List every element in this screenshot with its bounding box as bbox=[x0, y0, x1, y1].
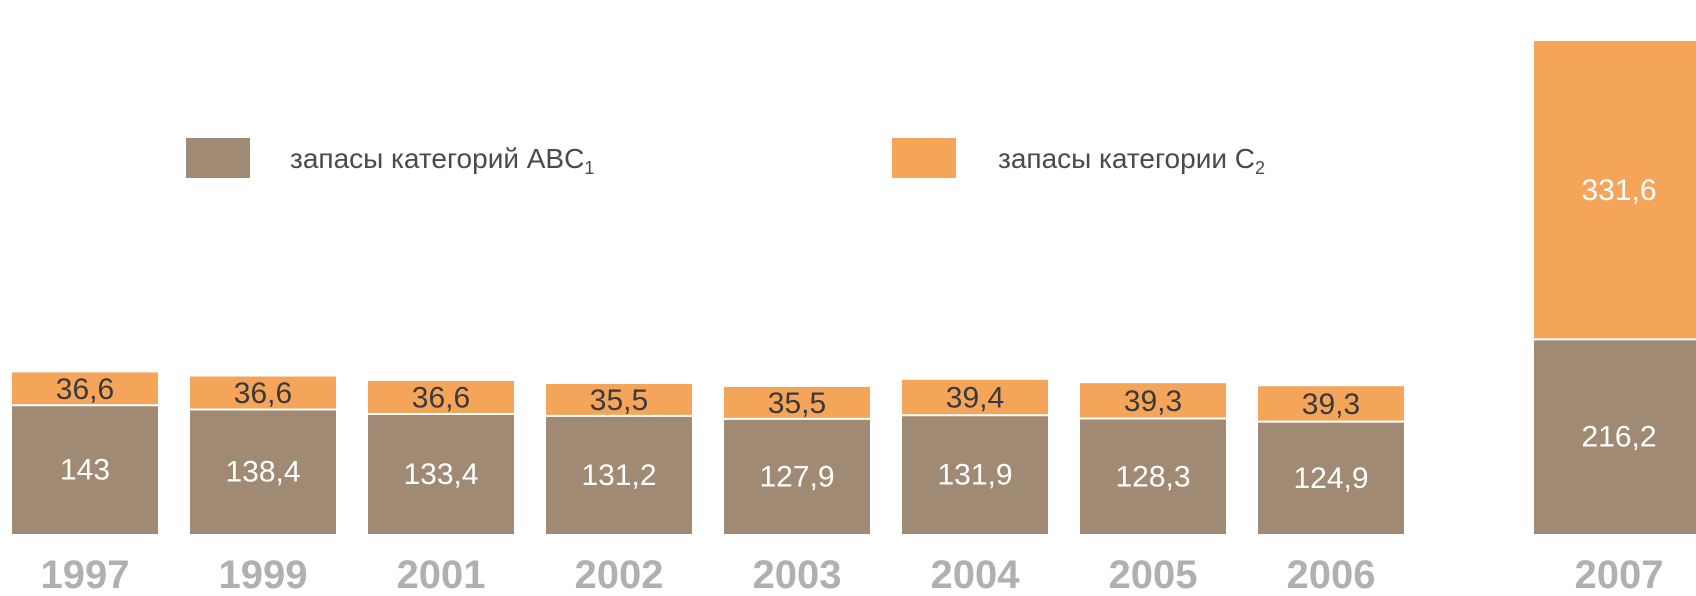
legend-swatch-abc1 bbox=[186, 138, 250, 178]
bar-segment-abc1 bbox=[1258, 421, 1404, 534]
data-label-abc1: 133,4 bbox=[403, 458, 478, 491]
legend-label-c2: запасы категории С2 bbox=[998, 143, 1265, 178]
bar-segment-c2 bbox=[1258, 386, 1404, 422]
data-label-c2: 39,3 bbox=[1124, 385, 1182, 418]
bar-segment-c2 bbox=[190, 376, 336, 410]
legend-item-abc1: запасы категорий ABC1 bbox=[186, 138, 594, 178]
legend-label-abc1: запасы категорий ABC1 bbox=[290, 143, 594, 178]
bar-segment-abc1 bbox=[902, 415, 1048, 534]
data-label-abc1: 138,4 bbox=[225, 456, 300, 489]
data-label-c2: 35,5 bbox=[590, 384, 648, 417]
bar-segment-abc1 bbox=[12, 405, 158, 534]
bar-segment-c2 bbox=[902, 379, 1048, 416]
bar-segment-abc1 bbox=[190, 409, 336, 534]
bar-segment-c2 bbox=[546, 383, 692, 416]
data-label-c2: 331,6 bbox=[1581, 174, 1656, 207]
data-label-c2: 36,6 bbox=[56, 373, 114, 406]
x-tick-label: 2006 bbox=[1287, 553, 1376, 596]
data-label-abc1: 127,9 bbox=[759, 460, 834, 493]
x-tick-label: 2004 bbox=[931, 553, 1021, 596]
legend: запасы категорий ABC1 запасы категории С… bbox=[186, 138, 1265, 178]
x-tick-label: 2003 bbox=[753, 553, 842, 596]
x-tick-label: 2007 bbox=[1575, 553, 1664, 596]
data-label-abc1: 216,2 bbox=[1581, 421, 1656, 454]
bar-segment-abc1 bbox=[546, 415, 692, 534]
bar-segment-abc1 bbox=[724, 418, 870, 534]
bars-group: 143 36,6 138,4 36,6 133,4 36,6 131,2 35,5 127,9 3… bbox=[12, 40, 1696, 534]
data-label-abc1: 131,9 bbox=[937, 459, 1012, 492]
data-label-abc1: 143 bbox=[60, 454, 110, 487]
x-tick-label: 2001 bbox=[397, 553, 486, 596]
bar-segment-c2 bbox=[1534, 40, 1696, 340]
bar-segment-abc1 bbox=[1534, 339, 1696, 534]
data-label-c2: 39,4 bbox=[946, 382, 1004, 415]
x-axis-labels: 1997 1999 2001 2002 2003 2004 2005 2006 2007 bbox=[41, 553, 1664, 596]
data-label-abc1: 124,9 bbox=[1293, 462, 1368, 495]
data-label-c2: 36,6 bbox=[234, 377, 292, 410]
data-label-c2: 35,5 bbox=[768, 387, 826, 420]
bar-segment-c2 bbox=[368, 381, 514, 414]
x-tick-label: 1997 bbox=[41, 553, 130, 596]
bar-segment-c2 bbox=[12, 372, 158, 406]
data-label-abc1: 128,3 bbox=[1115, 460, 1190, 493]
x-tick-label: 2005 bbox=[1109, 553, 1198, 596]
bar-segment-c2 bbox=[1080, 383, 1226, 419]
data-label-c2: 36,6 bbox=[412, 381, 470, 414]
legend-item-c2: запасы категории С2 bbox=[892, 138, 1265, 178]
legend-swatch-c2 bbox=[892, 138, 956, 178]
data-label-c2: 39,3 bbox=[1302, 388, 1360, 421]
bar-segment-abc1 bbox=[1080, 418, 1226, 534]
x-tick-label: 1999 bbox=[219, 553, 308, 596]
bar-segment-c2 bbox=[724, 386, 870, 419]
bar-segment-abc1 bbox=[368, 413, 514, 534]
x-tick-label: 2002 bbox=[575, 553, 664, 596]
data-label-abc1: 131,2 bbox=[581, 459, 656, 492]
